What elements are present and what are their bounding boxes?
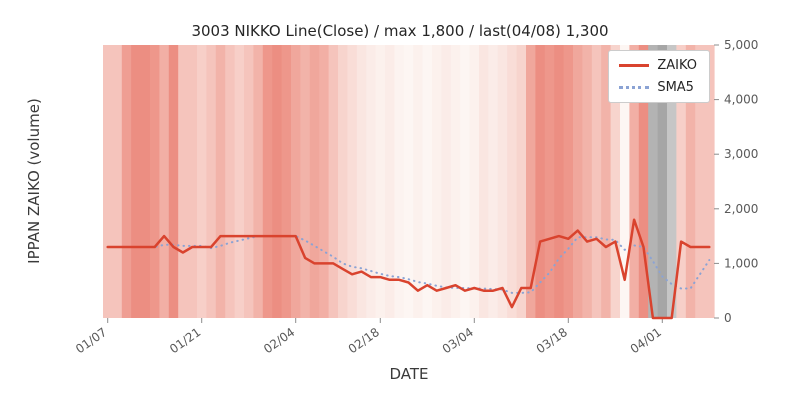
background-band (620, 45, 630, 318)
background-band (215, 45, 226, 318)
background-band (385, 45, 395, 318)
legend-item-zaiko: ZAIKO (619, 58, 697, 73)
background-band (422, 45, 433, 318)
legend-label-zaiko: ZAIKO (657, 58, 697, 73)
background-band (648, 45, 659, 318)
x-axis-label: DATE (389, 365, 429, 383)
zaiko-line-sample-icon (619, 64, 650, 67)
background-band (460, 45, 471, 318)
background-band (507, 45, 518, 318)
chart-title: 3003 NIKKO Line(Close) / max 1,800 / las… (191, 22, 609, 40)
y-tick-label: 4,000 (724, 93, 758, 107)
background-band (573, 45, 583, 318)
background-band (187, 45, 198, 318)
background-band (413, 45, 424, 318)
background-band (103, 45, 113, 318)
x-tick-label: 01/21 (167, 325, 203, 356)
background-band (178, 45, 189, 318)
background-band (291, 45, 301, 318)
background-band (469, 45, 480, 318)
background-band (526, 45, 536, 318)
background-band (516, 45, 527, 318)
background-band (206, 45, 217, 318)
x-tick-label: 02/04 (261, 325, 297, 356)
background-band (309, 45, 320, 318)
background-band (432, 45, 442, 318)
background-band (610, 45, 621, 318)
background-band (657, 45, 668, 318)
background-band (319, 45, 330, 318)
background-band (262, 45, 273, 318)
background-band (676, 45, 687, 318)
background-band (591, 45, 602, 318)
background-band (168, 45, 179, 318)
x-tick-label: 03/04 (440, 325, 476, 356)
background-band (535, 45, 546, 318)
background-band (497, 45, 508, 318)
background-band (197, 45, 207, 318)
background-band (347, 45, 358, 318)
background-band (281, 45, 292, 318)
background-band (638, 45, 649, 318)
background-band (441, 45, 452, 318)
background-band (234, 45, 245, 318)
background-band (685, 45, 696, 318)
y-tick-label: 2,000 (724, 202, 758, 216)
background-band (629, 45, 640, 318)
background-band (375, 45, 386, 318)
background-band (403, 45, 414, 318)
background-band (695, 45, 706, 318)
background-band (253, 45, 264, 318)
legend: ZAIKO SMA5 (608, 50, 710, 103)
background-band (582, 45, 593, 318)
legend-item-sma5: SMA5 (619, 80, 697, 95)
y-tick-label: 5,000 (724, 38, 758, 52)
background-band (563, 45, 574, 318)
sma5-line-sample-icon (619, 86, 650, 89)
background-band (150, 45, 160, 318)
background-band (356, 45, 367, 318)
background-band (328, 45, 339, 318)
background-band (244, 45, 254, 318)
x-tick-label: 02/18 (346, 325, 382, 356)
background-band (159, 45, 170, 318)
background-band (394, 45, 405, 318)
background-band (544, 45, 555, 318)
background-band (338, 45, 348, 318)
y-tick-label: 0 (724, 311, 732, 325)
background-band (488, 45, 499, 318)
background-band (554, 45, 565, 318)
background-band (272, 45, 283, 318)
background-band (450, 45, 461, 318)
background-band (300, 45, 311, 318)
legend-label-sma5: SMA5 (657, 80, 694, 95)
x-tick-label: 04/01 (628, 325, 664, 356)
background-band (667, 45, 677, 318)
background-band (479, 45, 489, 318)
background-band (601, 45, 612, 318)
y-tick-label: 3,000 (724, 147, 758, 161)
x-tick-label: 01/07 (73, 325, 109, 356)
x-tick-label: 03/18 (534, 325, 570, 356)
background-band (121, 45, 132, 318)
background-band (225, 45, 236, 318)
background-band (131, 45, 142, 318)
y-tick-label: 1,000 (724, 256, 758, 270)
background-band (112, 45, 123, 318)
background-band (704, 45, 715, 318)
background-band (140, 45, 151, 318)
zaiko-line (106, 218, 711, 320)
background-band (366, 45, 377, 318)
